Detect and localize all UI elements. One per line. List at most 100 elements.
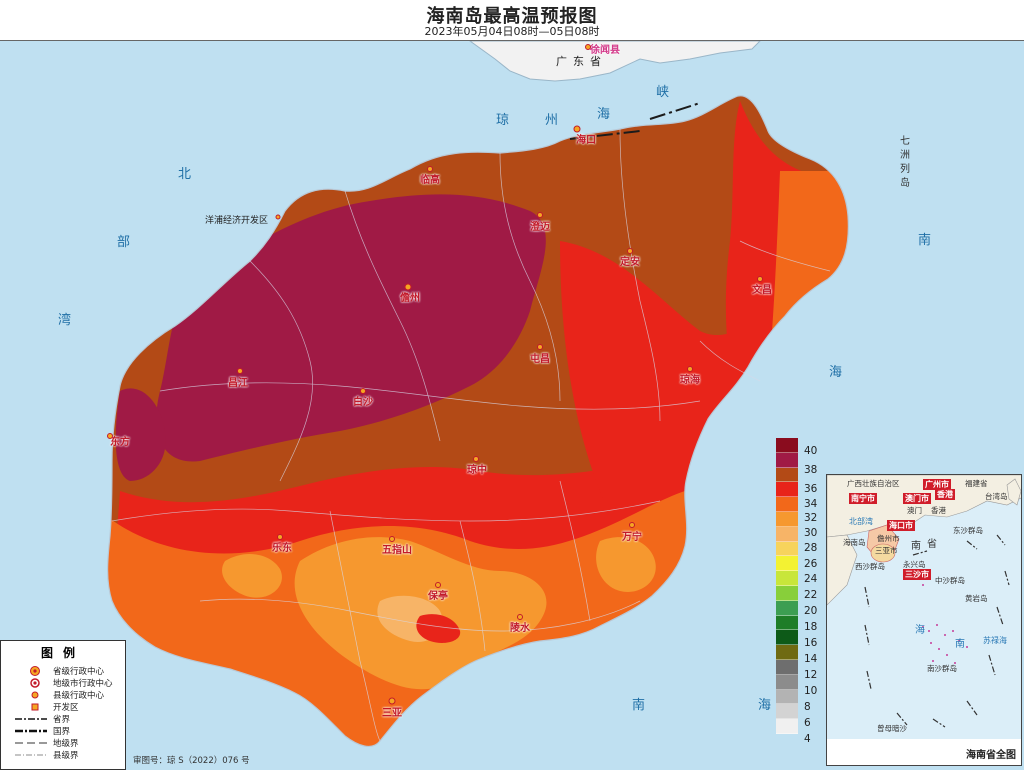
scale-cell (776, 630, 798, 646)
scale-cell (776, 482, 798, 498)
place-qionghai[interactable]: 琼海 (680, 375, 700, 386)
gulf-label-2: 部 (117, 235, 131, 250)
inset-guangzhou: 广州市 (923, 479, 951, 490)
scale-tick: 32 (804, 512, 818, 524)
province-border-icon (9, 714, 49, 724)
scale-tick: 20 (804, 605, 818, 617)
national-border-icon (9, 726, 49, 736)
map-title: 海南岛最高温预报图 (426, 6, 598, 27)
island-coastline (107, 95, 849, 748)
scale-tick: 40 (804, 445, 818, 457)
place-wanning[interactable]: 万宁 (622, 532, 642, 543)
scale-cell (776, 659, 798, 675)
inset-xisha: 西沙群岛 (855, 562, 885, 571)
place-dongfang[interactable]: 东方 (110, 437, 130, 448)
place-dingan[interactable]: 定安 (620, 257, 640, 268)
scale-cell (776, 585, 798, 601)
inset-danzhou: 儋州市 (877, 534, 900, 543)
place-qiongzhong[interactable]: 琼中 (467, 465, 487, 476)
scale-tick: 28 (804, 542, 818, 554)
scale-tick: 10 (804, 685, 818, 697)
scale-tick: 14 (804, 653, 818, 665)
legend-label: 国界 (53, 727, 71, 737)
place-sanya[interactable]: 三亚 (382, 708, 402, 719)
inset-title: 海南省全图 (963, 745, 1019, 762)
legend-item-county: 县级行政中心 (9, 689, 104, 701)
scale-tick: 24 (804, 573, 818, 585)
place-baoting[interactable]: 保亭 (428, 591, 448, 602)
inset-hainan-island: 海南岛 (843, 538, 866, 547)
place-haikou[interactable]: 海口 (576, 135, 596, 146)
place-wuzhishan[interactable]: 五指山 (382, 545, 412, 556)
scale-tick: 38 (804, 464, 818, 476)
scale-cell (776, 645, 798, 660)
dev-zone-icon (9, 702, 49, 712)
color-scale: 40 38 36 34 32 30 28 26 24 22 20 18 16 1… (776, 438, 817, 745)
inset-map[interactable]: 广西壮族自治区 广州市 福建省 南宁市 澳门市 香港 澳门 香港 台湾岛 北部湾… (826, 474, 1022, 766)
prefecture-center-icon (9, 678, 49, 688)
inset-zhongsha: 中沙群岛 (935, 576, 965, 585)
map-area[interactable]: 琼 州 海 峡 北 部 湾 南 海 南 海 七洲列岛 广东省 徐闻县 海口 临高… (0, 40, 1024, 770)
scale-cell (776, 467, 798, 483)
scale-cell (776, 497, 798, 512)
legend-item-prefecture-border: 地级界 (9, 737, 79, 749)
scale-cell (776, 600, 798, 616)
legend-label: 县级界 (53, 751, 79, 761)
south-sea-label-4: 海 (758, 698, 772, 713)
scale-cell (776, 571, 798, 586)
place-danzhou[interactable]: 儋州 (400, 293, 420, 304)
south-sea-label-3: 南 (632, 698, 646, 713)
approval-number: 审图号：琼 S（2022）076 号 (133, 756, 250, 766)
scale-tick: 34 (804, 498, 818, 510)
inset-sansha-city: 三沙市 (903, 569, 931, 580)
scale-tick: 8 (804, 701, 811, 713)
place-ledong[interactable]: 乐东 (272, 543, 292, 554)
inset-dongsha: 东沙群岛 (953, 526, 983, 535)
scale-tick: 30 (804, 527, 818, 539)
scale-tick: 12 (804, 669, 818, 681)
scale-tick: 18 (804, 621, 818, 633)
scale-tick: 26 (804, 558, 818, 570)
gulf-label-1: 北 (178, 167, 192, 182)
inset-nan-char: 南 (911, 541, 921, 552)
legend-label: 县级行政中心 (53, 691, 105, 701)
map-subtitle: 2023年05月04日08时—05日08时 (424, 25, 600, 38)
qizhou-islands-label: 七洲列岛 (900, 136, 910, 189)
inset-hongkong: 香港 (935, 489, 955, 500)
place-baisha[interactable]: 白沙 (353, 397, 373, 408)
inset-nansha: 南沙群岛 (927, 664, 957, 673)
scale-tick: 36 (804, 483, 818, 495)
inset-haikou-city: 海口市 (887, 520, 915, 531)
gulf-label-3: 湾 (58, 313, 72, 328)
legend-item-national-border: 国界 (9, 725, 70, 737)
national-boundary-lines (569, 102, 701, 140)
inset-zengmu: 曾母暗沙 (877, 724, 907, 733)
scale-tick: 4 (804, 733, 811, 745)
legend-box: 图例 省级行政中心 地级市行政中心 县级行政中心 开发区 省界 国界 地级界 (0, 640, 126, 770)
scale-cell (776, 719, 798, 734)
scale-cell (776, 674, 798, 690)
legend-item-county-border: 县级界 (9, 749, 79, 761)
legend-item-prefecture: 地级市行政中心 (9, 677, 113, 689)
strait-label-1: 琼 (496, 113, 510, 128)
place-lingshui[interactable]: 陵水 (510, 623, 530, 634)
place-lingao[interactable]: 临高 (420, 175, 440, 186)
scale-cell (776, 556, 798, 572)
scale-cell (776, 438, 798, 453)
scale-tick: 22 (804, 589, 818, 601)
legend-label: 地级界 (53, 739, 79, 749)
inset-guangxi: 广西壮族自治区 (847, 479, 900, 488)
inset-sheng-char: 省 (927, 539, 937, 550)
strait-label-4: 峡 (656, 85, 670, 100)
mainland-guangdong (469, 41, 761, 82)
place-tunchang[interactable]: 屯昌 (530, 354, 550, 365)
place-yangpu[interactable]: 洋浦经济开发区 (205, 216, 269, 226)
inset-macau-city: 澳门市 (903, 493, 931, 504)
county-boundaries (111, 128, 831, 742)
place-chengmai[interactable]: 澄迈 (530, 222, 550, 233)
scale-cell (776, 526, 798, 542)
scale-cell (776, 704, 798, 720)
place-changjiang[interactable]: 昌江 (228, 378, 248, 389)
place-wenchang[interactable]: 文昌 (752, 285, 772, 296)
inset-sanya: 三亚市 (875, 546, 898, 555)
